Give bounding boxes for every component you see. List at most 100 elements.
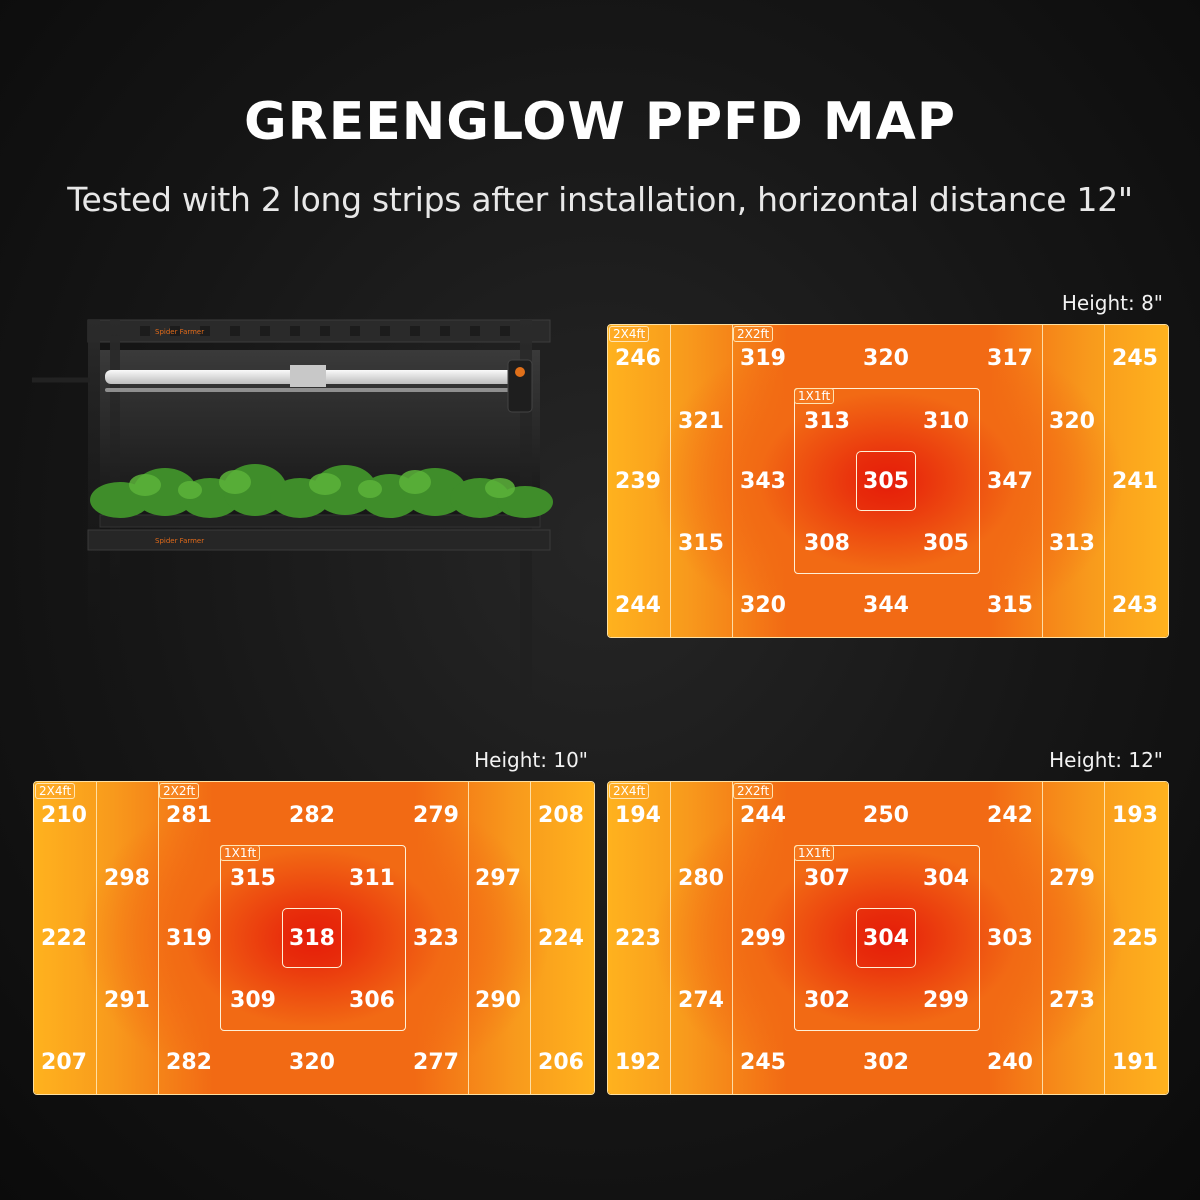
ppfd-value: 317 [987,346,1033,371]
ppfd-value: 245 [1112,346,1158,371]
page-title: GREENGLOW PPFD MAP [243,92,957,152]
zone-label-2x4: 2X4ft [609,326,650,342]
height-label-10: Height: 10" [474,748,588,772]
ppfd-value: 277 [413,1050,459,1075]
height-label-12: Height: 12" [1049,748,1163,772]
ppfd-value: 240 [987,1050,1033,1075]
ppfd-value: 246 [615,346,661,371]
page-subtitle: Tested with 2 long strips after installa… [67,180,1133,219]
zone-1x1-outline [794,845,980,1031]
ppfd-value: 241 [1112,469,1158,494]
zone-label-2x4: 2X4ft [609,783,650,799]
zone-divider [158,782,159,1094]
ppfd-value: 191 [1112,1050,1158,1075]
zone-divider [670,325,671,637]
grow-rack-illustration: Spider Farmer Spider Farmer [32,319,553,700]
ppfd-value: 320 [289,1050,335,1075]
ppfd-value: 309 [230,988,276,1013]
zone-label-2x2: 2X2ft [733,326,774,342]
ppfd-value: 244 [615,593,661,618]
ppfd-value: 208 [538,803,584,828]
ppfd-value: 315 [230,866,276,891]
ppfd-value: 313 [1049,531,1095,556]
ppfd-value: 244 [740,803,786,828]
ppfd-value: 320 [1049,409,1095,434]
ppfd-value: 291 [104,988,150,1013]
ppfd-value: 303 [987,926,1033,951]
ppfd-value: 299 [740,926,786,951]
center-cell-outline [856,908,916,968]
ppfd-value: 306 [349,988,395,1013]
ppfd-value: 225 [1112,926,1158,951]
ppfd-value: 320 [863,346,909,371]
center-cell-outline [856,451,916,511]
ppfd-value: 311 [349,866,395,891]
ppfd-value: 222 [41,926,87,951]
ppfd-value: 210 [41,803,87,828]
ppfd-value: 194 [615,803,661,828]
ppfd-map-height-12: 2X4ft 2X2ft 1X1ft 194 193 223 225 192 191 280 279 2… [607,781,1169,1095]
zone-label-1x1: 1X1ft [220,845,261,861]
ppfd-value: 282 [166,1050,212,1075]
zone-divider [96,782,97,1094]
ppfd-value: 207 [41,1050,87,1075]
ppfd-value: 302 [804,988,850,1013]
zone-label-2x2: 2X2ft [733,783,774,799]
zone-1x1-outline [220,845,406,1031]
ppfd-value: 308 [804,531,850,556]
ppfd-value: 310 [923,409,969,434]
zone-label-1x1: 1X1ft [794,388,835,404]
ppfd-value: 193 [1112,803,1158,828]
ppfd-center-value: 318 [289,926,335,951]
ppfd-value: 242 [987,803,1033,828]
ppfd-center-value: 304 [863,926,909,951]
ppfd-value: 280 [678,866,724,891]
ppfd-value: 298 [104,866,150,891]
ppfd-value: 239 [615,469,661,494]
ppfd-map-height-8: 2X4ft 2X2ft 1X1ft 246 245 239 241 244 243 321 320 3… [607,324,1169,638]
zone-divider [732,782,733,1094]
ppfd-map-height-10: 2X4ft 2X2ft 1X1ft 210 208 222 224 207 206 298 297 2… [33,781,595,1095]
ppfd-value: 245 [740,1050,786,1075]
zone-divider [670,782,671,1094]
zone-divider [530,782,531,1094]
ppfd-value: 304 [923,866,969,891]
zone-1x1-outline [794,388,980,574]
ppfd-value: 320 [740,593,786,618]
ppfd-value: 290 [475,988,521,1013]
zone-divider [1042,325,1043,637]
ppfd-value: 302 [863,1050,909,1075]
zone-label-2x2: 2X2ft [159,783,200,799]
ppfd-value: 282 [289,803,335,828]
zone-label-2x4: 2X4ft [35,783,76,799]
ppfd-value: 274 [678,988,724,1013]
ppfd-value: 243 [1112,593,1158,618]
ppfd-value: 305 [923,531,969,556]
ppfd-value: 297 [475,866,521,891]
ppfd-value: 323 [413,926,459,951]
zone-divider [1042,782,1043,1094]
ppfd-value: 250 [863,803,909,828]
brand-text-bottom: Spider Farmer [155,537,204,545]
brand-text-top: Spider Farmer [155,328,204,336]
ppfd-value: 315 [987,593,1033,618]
ppfd-value: 321 [678,409,724,434]
heat-gradient [608,325,1168,637]
ppfd-value: 223 [615,926,661,951]
ppfd-value: 313 [804,409,850,434]
height-label-8: Height: 8" [1061,291,1163,315]
ppfd-value: 315 [678,531,724,556]
ppfd-value: 319 [740,346,786,371]
zone-divider [1104,782,1105,1094]
center-cell-outline [282,908,342,968]
ppfd-value: 319 [166,926,212,951]
ppfd-value: 279 [1049,866,1095,891]
heat-gradient [34,782,594,1094]
ppfd-center-value: 305 [863,469,909,494]
heat-gradient [608,782,1168,1094]
ppfd-value: 343 [740,469,786,494]
ppfd-value: 279 [413,803,459,828]
ppfd-value: 281 [166,803,212,828]
zone-divider [732,325,733,637]
ppfd-value: 347 [987,469,1033,494]
